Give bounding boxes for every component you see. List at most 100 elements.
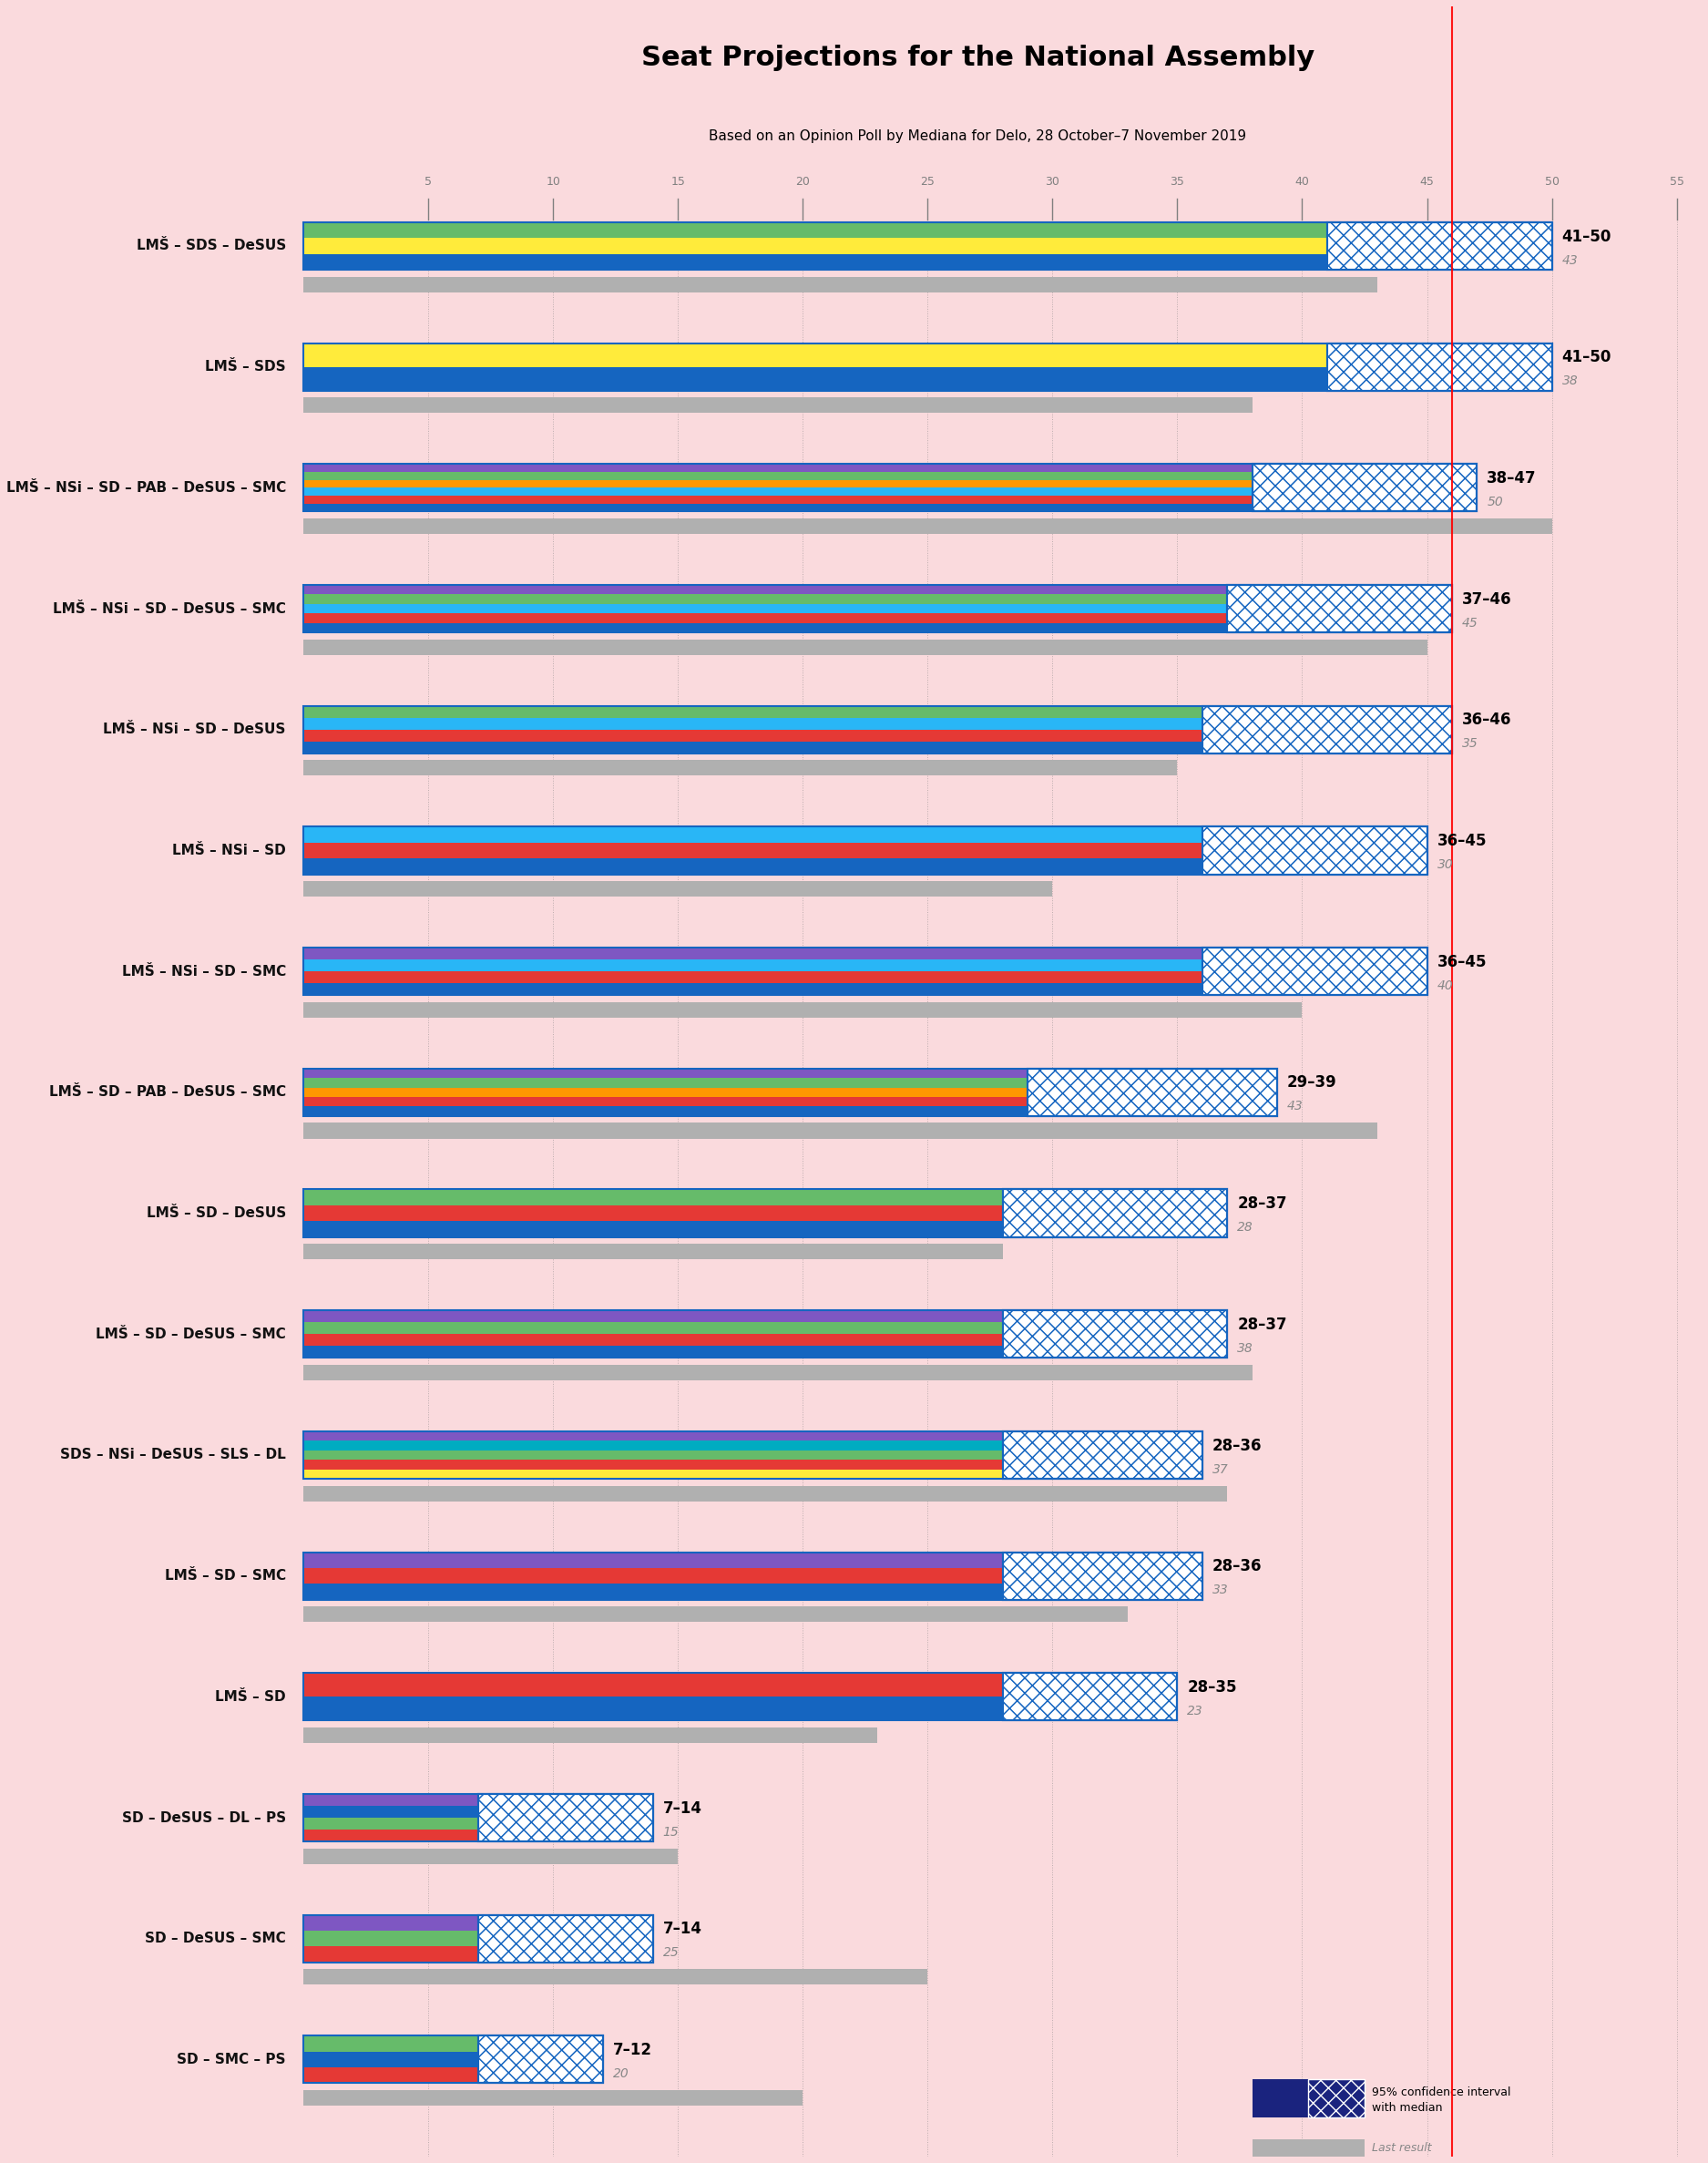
Bar: [304, 1123, 1377, 1138]
Bar: [304, 2068, 478, 2083]
Bar: [304, 1069, 1278, 1116]
Text: 38: 38: [1237, 1341, 1254, 1354]
Bar: [304, 1190, 1003, 1205]
Bar: [1202, 826, 1426, 874]
Bar: [304, 1830, 478, 1841]
Bar: [304, 2051, 478, 2068]
Text: SDS – NSi – DeSUS – SLS – DL: SDS – NSi – DeSUS – SLS – DL: [60, 1449, 285, 1462]
Text: 30: 30: [1436, 859, 1454, 872]
Bar: [1003, 1553, 1202, 1568]
Bar: [478, 2035, 603, 2083]
Text: 5: 5: [425, 175, 432, 188]
Text: SD – SMC – PS: SD – SMC – PS: [178, 2053, 285, 2066]
Bar: [1003, 1222, 1228, 1237]
Text: 45: 45: [1419, 175, 1435, 188]
Bar: [1252, 480, 1477, 489]
Text: LMŠ – SDS: LMŠ – SDS: [205, 359, 285, 374]
Bar: [1003, 1672, 1177, 1720]
Bar: [1003, 1432, 1202, 1441]
Text: 55: 55: [1669, 175, 1684, 188]
Bar: [1202, 826, 1426, 844]
Bar: [304, 1806, 478, 1817]
Text: 45: 45: [1462, 616, 1477, 629]
Text: 15: 15: [663, 1826, 680, 1839]
Text: LMŠ – NSi – SD: LMŠ – NSi – SD: [173, 844, 285, 857]
Text: 43: 43: [1288, 1101, 1303, 1114]
Bar: [304, 1222, 1003, 1237]
Bar: [304, 826, 1426, 874]
Bar: [478, 2035, 603, 2051]
Bar: [1228, 614, 1452, 623]
Text: 41–50: 41–50: [1561, 348, 1611, 366]
Bar: [304, 1568, 1003, 1583]
Bar: [304, 826, 1202, 844]
Bar: [478, 1947, 652, 1962]
Bar: [304, 2035, 478, 2051]
Text: LMŠ – NSi – SD – SMC: LMŠ – NSi – SD – SMC: [121, 965, 285, 978]
Bar: [1028, 1069, 1278, 1116]
Bar: [1003, 1460, 1202, 1469]
Bar: [478, 1914, 652, 1962]
Bar: [304, 238, 1327, 253]
Bar: [304, 1244, 1003, 1259]
Bar: [304, 2089, 803, 2107]
Text: 10: 10: [547, 175, 560, 188]
Text: 30: 30: [1045, 175, 1059, 188]
Bar: [1003, 1311, 1228, 1358]
Bar: [1003, 1553, 1202, 1601]
Text: 28: 28: [1237, 1222, 1254, 1233]
Bar: [304, 277, 1377, 292]
Bar: [304, 1449, 1003, 1460]
Bar: [1252, 495, 1477, 504]
Text: 7–12: 7–12: [613, 2042, 652, 2059]
Bar: [1003, 1311, 1228, 1358]
Bar: [304, 223, 1327, 238]
Text: 36–46: 36–46: [1462, 712, 1512, 729]
Text: 23: 23: [1187, 1704, 1204, 1717]
Bar: [304, 584, 1228, 595]
Text: LMŠ – SD – DeSUS: LMŠ – SD – DeSUS: [147, 1207, 285, 1220]
Text: 50: 50: [1544, 175, 1559, 188]
Bar: [304, 1432, 1202, 1479]
Bar: [1028, 1069, 1278, 1077]
Bar: [304, 1672, 1177, 1720]
Bar: [1327, 368, 1553, 392]
Text: 50: 50: [1488, 495, 1503, 508]
Text: 7–14: 7–14: [663, 1921, 702, 1938]
Bar: [1003, 1190, 1228, 1237]
Text: 28–35: 28–35: [1187, 1678, 1237, 1696]
Bar: [1228, 584, 1452, 632]
Text: 41–50: 41–50: [1561, 229, 1611, 244]
Bar: [304, 705, 1452, 753]
Bar: [1327, 344, 1553, 392]
Bar: [1003, 1568, 1202, 1583]
Text: 36–45: 36–45: [1436, 954, 1486, 969]
Text: 38–47: 38–47: [1488, 469, 1537, 487]
Text: with median: with median: [1372, 2102, 1443, 2113]
Bar: [478, 1914, 652, 1962]
Bar: [304, 1947, 478, 1962]
Bar: [1202, 705, 1452, 718]
Bar: [1327, 253, 1553, 270]
Bar: [1028, 1107, 1278, 1116]
Bar: [304, 1968, 927, 1986]
Bar: [304, 2035, 603, 2083]
Text: 15: 15: [671, 175, 685, 188]
Bar: [1028, 1077, 1278, 1088]
Bar: [304, 859, 1202, 874]
Bar: [1228, 584, 1452, 595]
Text: Last result: Last result: [1372, 2141, 1431, 2154]
Bar: [1003, 1190, 1228, 1237]
Bar: [304, 368, 1327, 392]
Bar: [1327, 223, 1553, 270]
Bar: [304, 1914, 478, 1932]
Bar: [1028, 1088, 1278, 1097]
Bar: [1003, 1449, 1202, 1460]
Bar: [304, 1728, 878, 1743]
Bar: [304, 880, 1052, 898]
Bar: [304, 595, 1228, 603]
Bar: [1028, 1097, 1278, 1107]
Bar: [304, 1696, 1003, 1720]
Bar: [1003, 1672, 1177, 1720]
Bar: [304, 472, 1252, 480]
